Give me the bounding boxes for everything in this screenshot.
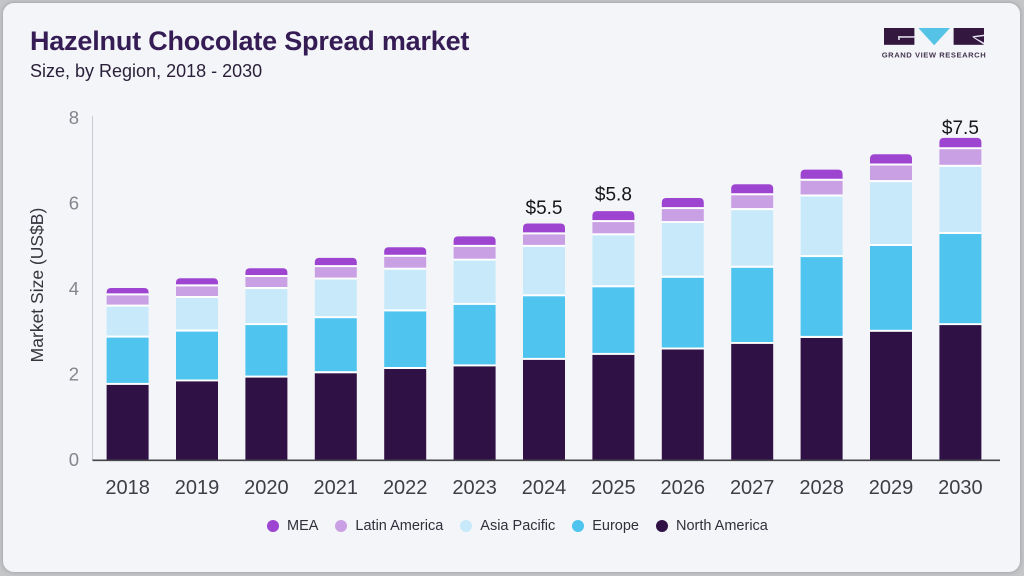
svg-text:2027: 2027 xyxy=(730,477,775,499)
svg-text:2030: 2030 xyxy=(938,477,983,499)
svg-text:2023: 2023 xyxy=(452,477,497,499)
svg-text:2025: 2025 xyxy=(591,477,636,499)
svg-text:2026: 2026 xyxy=(661,477,706,499)
svg-text:8: 8 xyxy=(69,107,79,128)
svg-text:2022: 2022 xyxy=(383,477,428,499)
svg-text:$7.5: $7.5 xyxy=(942,118,979,139)
svg-text:0: 0 xyxy=(69,449,79,470)
svg-text:2: 2 xyxy=(69,363,79,384)
svg-text:2020: 2020 xyxy=(244,477,289,499)
svg-text:$5.5: $5.5 xyxy=(526,198,563,219)
svg-text:2018: 2018 xyxy=(105,477,150,499)
svg-text:2021: 2021 xyxy=(314,477,359,499)
svg-text:GRAND VIEW RESEARCH: GRAND VIEW RESEARCH xyxy=(882,51,987,60)
svg-text:6: 6 xyxy=(69,192,79,213)
svg-text:2024: 2024 xyxy=(522,477,567,499)
svg-text:2029: 2029 xyxy=(869,477,914,499)
svg-text:2028: 2028 xyxy=(799,477,844,499)
svg-text:4: 4 xyxy=(69,278,79,299)
svg-text:$5.8: $5.8 xyxy=(595,185,632,206)
svg-text:Market Size (US$B): Market Size (US$B) xyxy=(27,208,47,363)
svg-text:2019: 2019 xyxy=(175,477,220,499)
